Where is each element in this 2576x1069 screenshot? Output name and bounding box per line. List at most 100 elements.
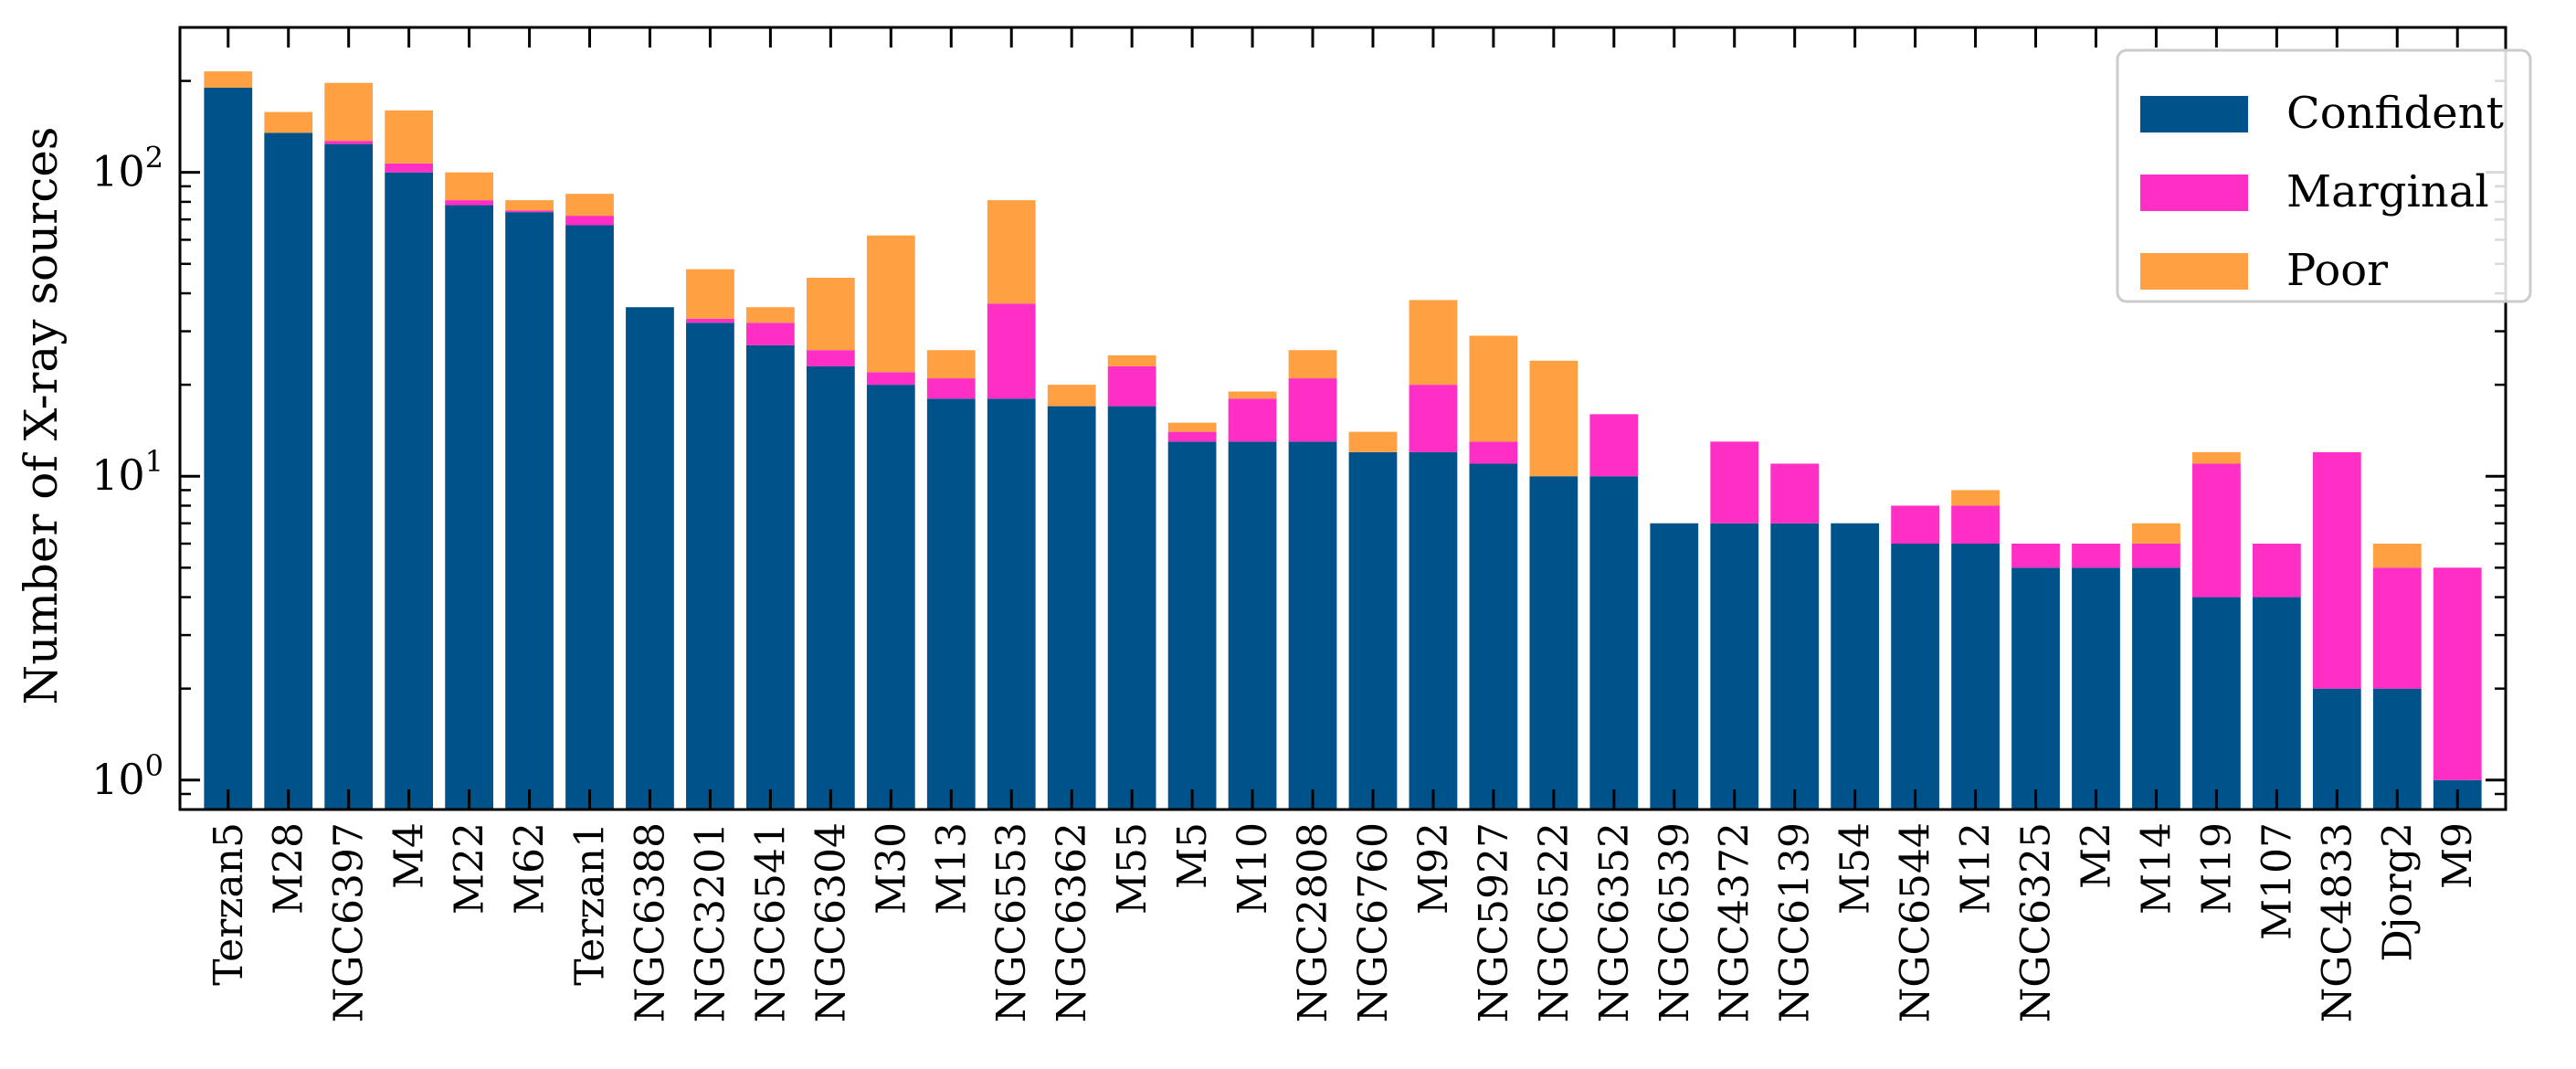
x-tick-label: M14 (2133, 822, 2180, 915)
bar-marginal-m22 (445, 200, 493, 206)
x-tick-label: M62 (507, 822, 554, 915)
legend-swatch-poor (2140, 253, 2248, 290)
bar-marginal-m5 (1167, 431, 1217, 442)
bar-poor-m12 (1951, 490, 2000, 506)
x-tick-label: NGC6352 (1591, 822, 1638, 1022)
bar-confident-djorg2 (2372, 688, 2422, 810)
legend-swatch-marginal (2140, 175, 2248, 211)
x-tick-label: NGC6362 (1049, 822, 1095, 1022)
bar-marginal-ngc6553 (987, 303, 1036, 399)
bar-marginal-ngc6544 (1891, 505, 1939, 544)
bar-marginal-ngc2808 (1288, 378, 1337, 442)
legend: Confident Marginal Poor (2116, 48, 2532, 303)
bar-confident-ngc2808 (1288, 441, 1337, 810)
x-tick-label: NGC6522 (1531, 822, 1578, 1022)
x-tick-label: M19 (2193, 822, 2240, 915)
bar-marginal-m30 (866, 372, 915, 386)
bar-confident-m55 (1107, 406, 1156, 810)
bar-marginal-ngc6352 (1589, 414, 1639, 477)
bar-poor-ngc6397 (324, 82, 374, 142)
bar-marginal-m55 (1107, 365, 1156, 407)
bar-poor-ngc6553 (987, 200, 1036, 304)
x-tick-label: M4 (386, 822, 433, 889)
x-tick-label: Terzan5 (206, 822, 252, 986)
x-tick-label: NGC6539 (1652, 822, 1698, 1022)
y-tick-labels: 100 101 102 (91, 141, 164, 804)
bar-marginal-ngc6325 (2011, 544, 2060, 568)
bar-confident-ngc6541 (746, 344, 795, 810)
x-tick-label: NGC6544 (1893, 822, 1939, 1022)
bar-confident-m107 (2252, 597, 2301, 810)
bar-poor-ngc6522 (1529, 360, 1578, 477)
bar-confident-ngc3201 (686, 323, 734, 810)
x-tick-label: NGC6304 (808, 822, 854, 1022)
bar-poor-m92 (1409, 300, 1458, 386)
bar-poor-terzan5 (204, 71, 253, 88)
x-tick-label: M13 (928, 822, 975, 915)
bar-confident-ngc6544 (1891, 544, 1939, 810)
bar-confident-ngc6304 (806, 365, 855, 810)
bar-poor-m4 (385, 110, 434, 164)
bar-confident-ngc6553 (987, 398, 1036, 810)
x-tick-label: M107 (2254, 822, 2300, 940)
bar-confident-m5 (1167, 441, 1217, 810)
bar-confident-m22 (445, 205, 493, 810)
y-tick-label: 100 (91, 748, 164, 804)
bar-poor-m14 (2132, 523, 2180, 544)
x-tick-label: M9 (2434, 822, 2481, 889)
bar-poor-m13 (926, 350, 976, 379)
bar-confident-m13 (926, 398, 976, 810)
bar-marginal-m14 (2132, 544, 2180, 568)
bar-marginal-m10 (1228, 398, 1277, 442)
bar-confident-m28 (264, 132, 313, 810)
bar-confident-ngc4833 (2312, 688, 2361, 810)
bar-confident-m19 (2192, 597, 2241, 810)
bar-marginal-m62 (505, 210, 554, 213)
bar-poor-ngc3201 (686, 269, 734, 319)
bar-confident-m12 (1951, 544, 2000, 810)
bar-poor-ngc6760 (1348, 431, 1398, 452)
bar-marginal-ngc6304 (806, 350, 855, 366)
x-tick-label: M2 (2073, 822, 2119, 889)
bar-poor-ngc6304 (806, 277, 855, 351)
bar-confident-m54 (1831, 523, 1880, 810)
bar-poor-m55 (1107, 355, 1156, 366)
x-tick-label: M30 (868, 822, 914, 915)
bar-marginal-ngc4372 (1710, 441, 1759, 524)
bar-marginal-ngc4833 (2312, 451, 2361, 689)
x-tick-label: NGC6325 (2013, 822, 2060, 1022)
x-tick-label: Terzan1 (567, 822, 614, 986)
bar-confident-m4 (385, 172, 434, 810)
bar-confident-ngc6362 (1047, 406, 1096, 810)
x-tick-label: NGC4372 (1712, 822, 1758, 1022)
legend-label-marginal: Marginal (2286, 166, 2489, 217)
bar-confident-m92 (1409, 451, 1458, 810)
x-tick-label: NGC2808 (1290, 822, 1336, 1022)
bar-poor-m28 (264, 111, 313, 133)
bar-marginal-ngc6541 (746, 323, 795, 345)
y-axis-label: Number of X-ray sources (15, 127, 68, 705)
legend-swatch-confident (2140, 96, 2248, 132)
bar-marginal-m9 (2433, 567, 2482, 780)
bar-marginal-ngc3201 (686, 318, 734, 323)
y-tick-label: 102 (91, 141, 164, 196)
bar-marginal-ngc5927 (1469, 441, 1518, 464)
x-tick-label: NGC6553 (988, 822, 1035, 1022)
x-tick-label: NGC6397 (326, 822, 373, 1022)
x-tick-label: NGC3201 (687, 822, 734, 1022)
bar-confident-m30 (866, 385, 915, 810)
bar-marginal-m13 (926, 378, 976, 399)
x-tick-label: M12 (1953, 822, 2000, 915)
plot-frame (178, 26, 2507, 811)
bar-poor-m30 (866, 235, 915, 373)
bar-poor-djorg2 (2372, 544, 2422, 568)
bar-confident-terzan5 (204, 87, 253, 810)
bar-confident-ngc4372 (1710, 523, 1759, 810)
bar-marginal-m19 (2192, 463, 2241, 598)
bar-poor-ngc6362 (1047, 385, 1096, 407)
bar-confident-m10 (1228, 441, 1277, 810)
bar-marginal-m2 (2072, 544, 2120, 568)
bar-poor-m5 (1167, 422, 1217, 432)
x-tick-label: NGC5927 (1471, 822, 1517, 1022)
